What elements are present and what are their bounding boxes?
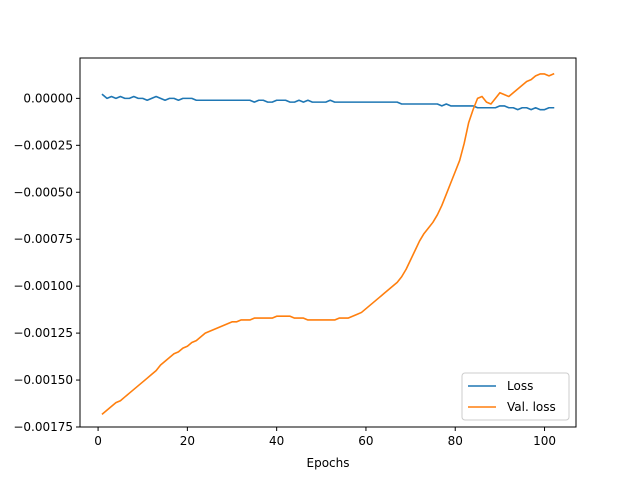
x-tick-label: 80 [448, 434, 463, 448]
x-tick-label: 60 [358, 434, 373, 448]
y-tick-label: −0.00025 [13, 138, 73, 152]
y-tick-label: −0.00075 [13, 232, 73, 246]
y-tick-label: −0.00100 [13, 279, 73, 293]
y-tick-label: −0.00175 [13, 420, 73, 434]
plot-area [79, 57, 577, 428]
legend: Loss Val. loss [461, 372, 570, 421]
x-axis-label: Epochs [307, 456, 350, 470]
series-line-loss [101, 93, 555, 111]
plot-frame [79, 57, 577, 428]
x-tick-label: 100 [533, 434, 556, 448]
x-axis: 0 20 40 60 80 100 [94, 427, 556, 448]
x-tick-label: 20 [180, 434, 195, 448]
x-tick-label: 40 [269, 434, 284, 448]
y-tick-label: −0.00050 [13, 185, 73, 199]
y-tick-label: −0.00125 [13, 326, 73, 340]
legend-label-val-loss: Val. loss [507, 400, 556, 414]
series-line-val-loss [101, 72, 555, 415]
legend-box [461, 372, 570, 421]
legend-label-loss: Loss [507, 379, 533, 393]
y-tick-label: 0.00000 [23, 91, 73, 105]
y-tick-label: −0.00150 [13, 373, 73, 387]
x-tick-label: 0 [94, 434, 102, 448]
y-axis: 0.00000 −0.00025 −0.00050 −0.00075 −0.00100 −… [13, 91, 80, 434]
